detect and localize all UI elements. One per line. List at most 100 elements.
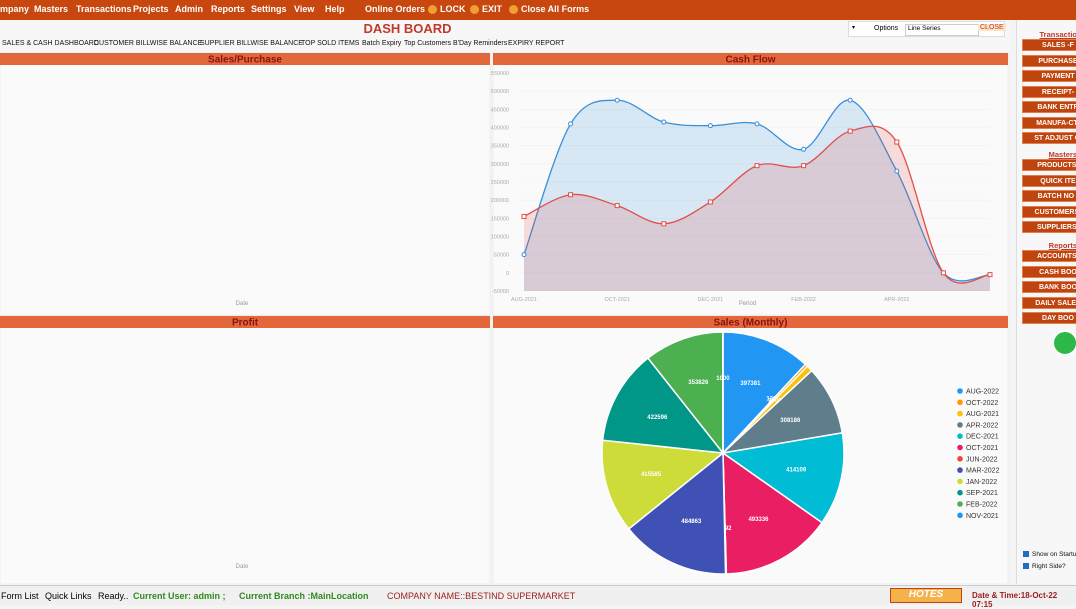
data-label: 1000 — [716, 376, 730, 382]
y-tick-label: 550000 — [491, 71, 509, 77]
sidebar-button[interactable]: BATCH NO - — [1022, 190, 1076, 202]
legend-label: AUG-2021 — [966, 411, 999, 418]
form-list[interactable]: Form List — [1, 591, 39, 601]
sidebar-button[interactable]: BANK BOO — [1022, 281, 1076, 293]
sidebar-button[interactable]: DAILY SALES — [1022, 297, 1076, 309]
y-tick-label: 250000 — [491, 180, 509, 186]
x-tick-label: AUG-2021 — [511, 297, 537, 303]
checkbox-box[interactable] — [1023, 551, 1029, 557]
sidebar-button[interactable]: BANK ENTR — [1022, 101, 1076, 113]
data-label: 422596 — [647, 415, 668, 421]
sidebar-button[interactable]: SUPPLIERS- — [1022, 221, 1076, 233]
point — [755, 164, 759, 168]
sidebar-button[interactable]: PAYMENT — [1022, 70, 1076, 82]
data-label: 415585 — [641, 472, 662, 478]
y-tick-label: -50000 — [492, 289, 509, 295]
chart-panel — [0, 316, 490, 584]
legend-marker — [957, 411, 963, 417]
data-label: 308186 — [780, 418, 801, 424]
section-title: Reports — [1049, 241, 1076, 250]
y-tick-label: 150000 — [491, 216, 509, 222]
legend-marker — [957, 388, 963, 394]
status-text: Ready.. — [98, 591, 128, 601]
section-title: Transactio — [1039, 30, 1076, 39]
legend-marker — [957, 445, 963, 451]
section-title: Masters — [1049, 150, 1076, 159]
legend-marker — [957, 490, 963, 496]
point — [941, 271, 945, 275]
x-axis-label: Period — [739, 301, 756, 307]
company-name: COMPANY NAME::BESTIND SUPERMARKET — [387, 591, 575, 601]
data-label: 484863 — [681, 519, 702, 525]
point — [615, 204, 619, 208]
chart-panel — [0, 53, 490, 315]
x-axis-label: Date — [236, 301, 249, 307]
y-tick-label: 400000 — [491, 126, 509, 132]
chart-title: Cash Flow — [725, 55, 775, 66]
legend-marker — [957, 501, 963, 507]
point — [895, 169, 899, 173]
sidebar-button[interactable]: CASH BOO — [1022, 266, 1076, 278]
data-label: 353826 — [688, 380, 709, 386]
legend-label: APR-2022 — [966, 422, 998, 429]
sidebar-button[interactable]: QUICK ITE — [1022, 175, 1076, 187]
point — [848, 129, 852, 133]
legend-label: NOV-2021 — [966, 513, 999, 520]
legend-marker — [957, 433, 963, 439]
checkbox[interactable]: Right Side? — [1023, 563, 1066, 570]
sidebar-button[interactable]: SALES -F — [1022, 39, 1076, 51]
legend-label: JAN-2022 — [966, 479, 997, 486]
status-bar: Form List Quick Links Ready.. Current Us… — [0, 585, 1076, 605]
checkbox-label: Show on Startu — [1032, 551, 1076, 558]
legend-label: FEB-2022 — [966, 502, 998, 509]
point — [708, 124, 712, 128]
legend-label: OCT-2022 — [966, 400, 998, 407]
legend-marker — [957, 456, 963, 462]
x-tick-label: OCT-2021 — [605, 297, 630, 303]
data-label: 414109 — [786, 468, 807, 474]
legend-marker — [957, 467, 963, 473]
sidebar-button[interactable]: RECEIPT- — [1022, 86, 1076, 98]
point — [802, 147, 806, 151]
sidebar-button[interactable]: ACCOUNTS- — [1022, 250, 1076, 262]
whatsapp-icon[interactable] — [1052, 330, 1076, 356]
chart-title: Sales/Purchase — [208, 55, 282, 66]
chart-title: Sales (Monthly) — [714, 318, 788, 329]
y-tick-label: 200000 — [491, 198, 509, 204]
legend-label: SEP-2021 — [966, 490, 998, 497]
checkbox-box[interactable] — [1023, 563, 1029, 569]
checkbox[interactable]: Show on Startu — [1023, 551, 1076, 558]
point — [848, 98, 852, 102]
quick-links[interactable]: Quick Links — [45, 591, 92, 601]
sidebar-button[interactable]: PURCHASE — [1022, 55, 1076, 67]
sidebar-button[interactable]: ST ADJUST CI — [1022, 132, 1076, 144]
sidebar-button[interactable]: PRODUCTS- — [1022, 159, 1076, 171]
point — [708, 200, 712, 204]
y-tick-label: 300000 — [491, 162, 509, 168]
point — [569, 193, 573, 197]
sidebar-button[interactable]: MANUFA-CTI — [1022, 117, 1076, 129]
legend-label: DEC-2021 — [966, 434, 999, 441]
point — [615, 98, 619, 102]
x-tick-label: FEB-2022 — [791, 297, 816, 303]
date-time: Date & Time:18-Oct-22 07:15 — [972, 591, 1076, 609]
current-user: Current User: admin ; — [133, 591, 226, 601]
point — [569, 122, 573, 126]
point — [802, 164, 806, 168]
legend-label: OCT-2021 — [966, 445, 998, 452]
point — [522, 215, 526, 219]
point — [755, 122, 759, 126]
point — [895, 140, 899, 144]
sidebar-button[interactable]: DAY BOO — [1022, 312, 1076, 324]
y-tick-label: 350000 — [491, 144, 509, 150]
point — [662, 120, 666, 124]
data-label: 397381 — [740, 381, 761, 387]
legend-marker — [957, 479, 963, 485]
y-tick-label: 100000 — [491, 235, 509, 241]
legend-marker — [957, 513, 963, 519]
point — [662, 222, 666, 226]
point — [988, 273, 992, 277]
y-tick-label: 0 — [506, 271, 509, 277]
